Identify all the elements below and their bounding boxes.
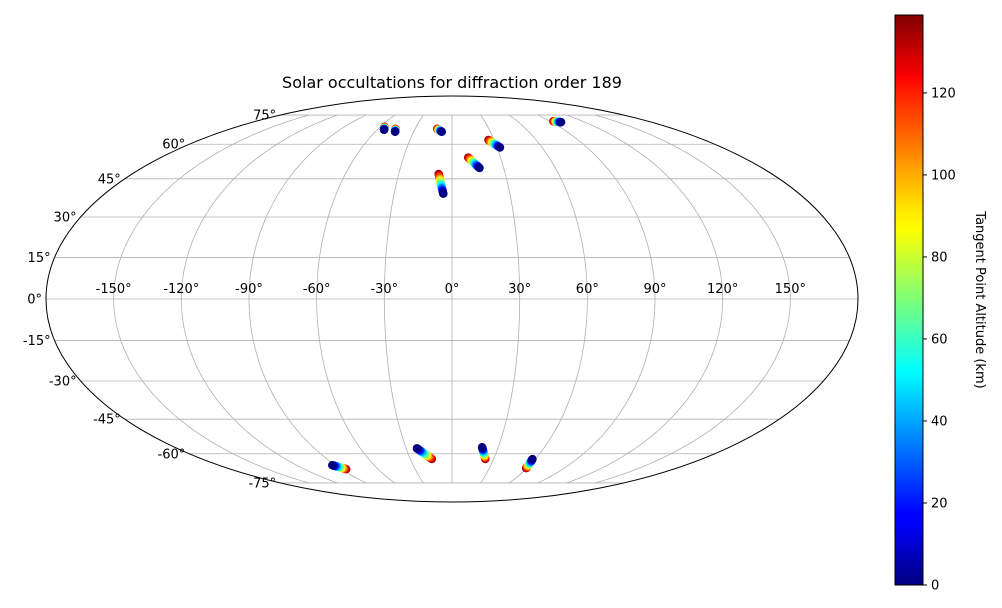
colorbar-tick-label: 40 — [931, 414, 948, 429]
longitude-tick-label: 120° — [707, 282, 738, 297]
latitude-tick-label: 75° — [253, 109, 276, 124]
latitude-tick-labels: 75° 60° 45° 30° 15° 0° -15° -30° -45° -60° -75° — [23, 109, 276, 492]
longitude-gridline — [480, 114, 521, 484]
longitude-gridline — [595, 114, 791, 484]
latitude-tick-label: 15° — [28, 251, 51, 266]
longitude-tick-label: 0° — [445, 282, 460, 297]
colorbar-label: Tangent Point Altitude (km) — [972, 210, 987, 388]
longitude-tick-label: -120° — [163, 282, 199, 297]
longitude-tick-label: -90° — [235, 282, 263, 297]
colorbar-tick-label: 80 — [931, 250, 948, 265]
chart-title: Solar occultations for diffraction order… — [282, 73, 622, 92]
longitude-gridline — [509, 114, 588, 484]
occultation-point — [328, 461, 337, 470]
latitude-tick-label: 30° — [54, 210, 77, 225]
longitude-tick-label: -30° — [370, 282, 398, 297]
longitude-gridline — [113, 114, 309, 484]
latitude-tick-label: 45° — [98, 172, 121, 187]
latitude-tick-label: -30° — [49, 375, 77, 390]
longitude-tick-label: -150° — [96, 282, 132, 297]
occultation-point — [439, 189, 448, 198]
occultation-track — [328, 461, 351, 474]
longitude-gridline — [383, 114, 424, 484]
longitude-gridline — [566, 114, 724, 484]
longitude-gridline — [316, 114, 395, 484]
occultation-point — [390, 127, 400, 136]
colorbar-tick-label: 0 — [931, 579, 939, 594]
latitude-tick-label: -15° — [23, 334, 51, 349]
longitude-tick-label: 90° — [643, 282, 666, 297]
occultation-point — [475, 163, 484, 173]
longitude-gridline — [180, 114, 338, 484]
colorbar-tick-label: 120 — [931, 86, 956, 101]
occultation-track — [521, 454, 537, 473]
occultation-track — [463, 153, 484, 173]
longitude-tick-label: 60° — [576, 282, 599, 297]
colorbar-tick-label: 20 — [931, 496, 948, 511]
longitude-tick-labels: -150° -120° -90° -60° -30° 0° 30° 60° 90° 120° 150… — [96, 282, 806, 297]
colorbar — [894, 14, 924, 586]
occultation-point — [556, 117, 566, 127]
occultation-track — [477, 443, 490, 464]
longitude-tick-label: -60° — [303, 282, 331, 297]
occultation-point — [528, 454, 537, 464]
graticule-grid — [46, 114, 858, 484]
longitude-tick-label: 150° — [775, 282, 806, 297]
occultation-track — [379, 122, 389, 134]
occultation-track — [484, 135, 505, 152]
occultation-track — [434, 169, 448, 198]
longitude-gridline — [248, 114, 367, 484]
latitude-tick-label: -75° — [248, 476, 276, 491]
occultation-track — [390, 124, 400, 136]
latitude-tick-label: -60° — [158, 447, 186, 462]
colorbar-tick-label: 60 — [931, 332, 948, 347]
colorbar-tick-label: 100 — [931, 168, 956, 183]
colorbar-ticks: 0 20 40 60 80 100 120 — [923, 86, 956, 594]
occultation-point — [437, 127, 446, 136]
longitude-gridline — [537, 114, 656, 484]
longitude-tick-label: 30° — [508, 282, 531, 297]
occultation-point — [379, 125, 389, 134]
latitude-tick-label: -45° — [93, 413, 121, 428]
mollweide-boundary — [45, 95, 859, 503]
latitude-tick-label: 0° — [27, 293, 42, 308]
latitude-tick-label: 60° — [162, 138, 185, 153]
occultation-point — [495, 143, 505, 152]
occultation-point — [477, 443, 487, 452]
occultation-point — [412, 444, 422, 453]
occultation-track — [433, 124, 446, 136]
occultation-tracks — [328, 117, 566, 474]
occultation-track — [549, 117, 566, 127]
occultation-track — [412, 444, 437, 464]
